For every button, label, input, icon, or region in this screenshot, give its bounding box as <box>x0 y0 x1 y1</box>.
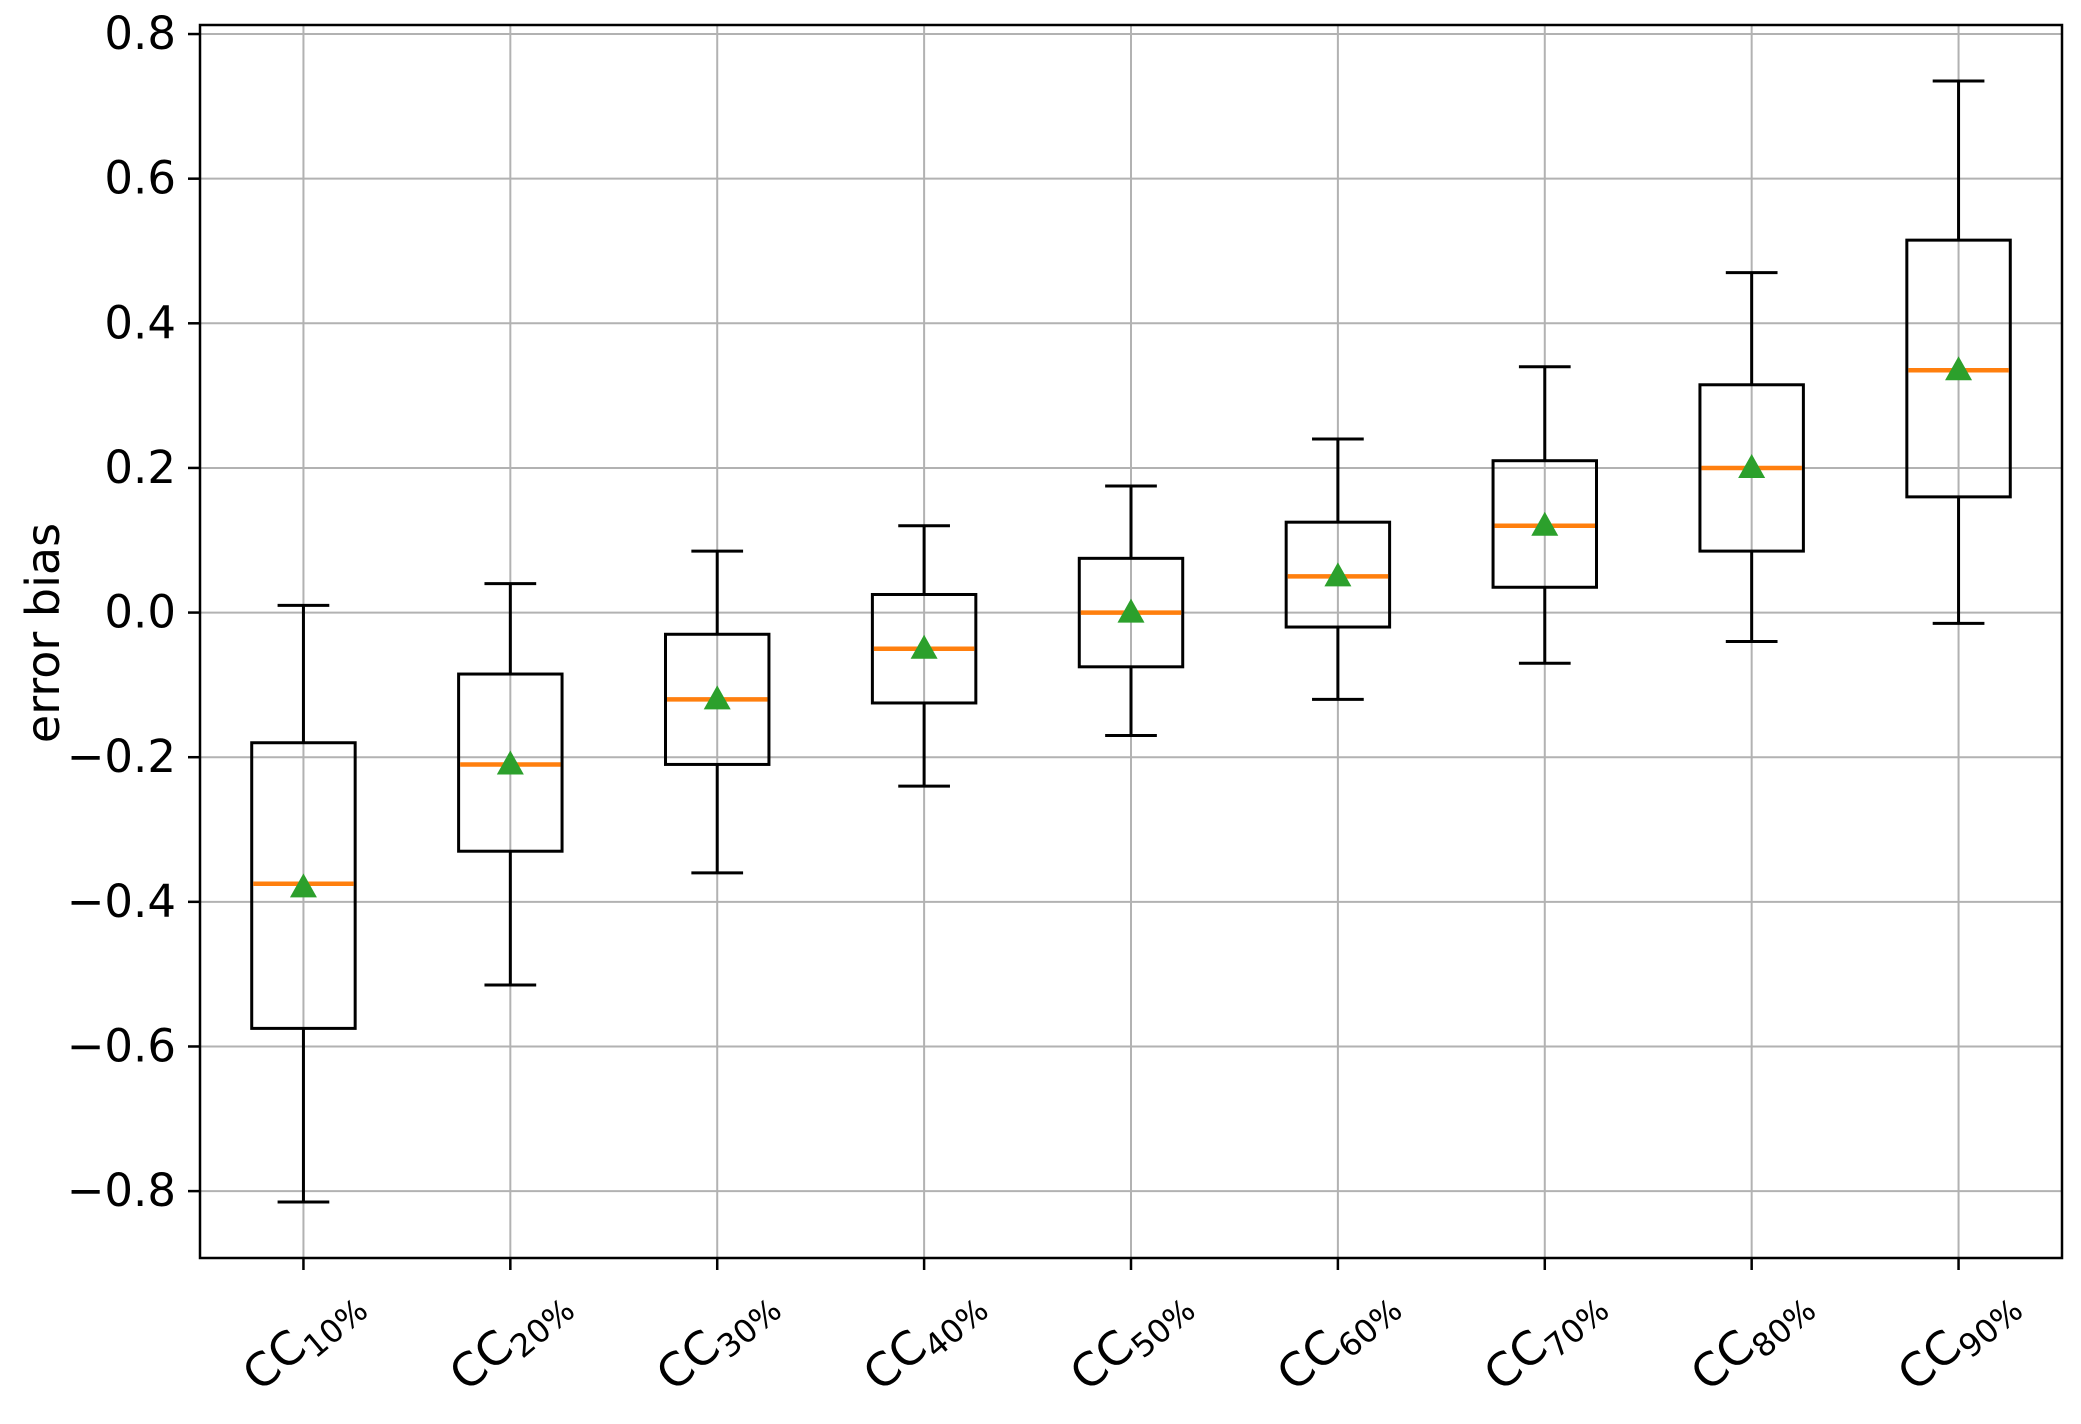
box-rect <box>664 632 771 766</box>
box-group-5 <box>1077 484 1185 738</box>
y-tick-label: −0.6 <box>67 1019 176 1072</box>
box-rect <box>457 672 564 853</box>
x-axis: CC10% CC20% CC30% CC40% CC50% CC60% CC70% CC80%… <box>232 1258 2030 1407</box>
mean-marker-icon <box>910 634 938 659</box>
box-group-6 <box>1284 437 1392 701</box>
box-rect <box>1698 383 1805 553</box>
box-group-7 <box>1491 365 1598 665</box>
y-tick-label: −0.4 <box>67 875 176 928</box>
mean-marker-icon <box>1324 562 1352 587</box>
x-tick-label: CC90% <box>1887 1273 2030 1407</box>
box-group-1 <box>250 603 357 1204</box>
box-group-2 <box>457 582 564 987</box>
x-tick-label: CC10% <box>232 1273 375 1407</box>
x-tick-label: CC80% <box>1680 1273 1823 1407</box>
x-tick-label: CC50% <box>1060 1273 1203 1407</box>
mean-marker-icon <box>289 873 317 898</box>
x-tick-label: CC60% <box>1267 1273 1410 1407</box>
y-axis: 0.8 0.6 0.4 0.2 0.0 −0.2 −0.4 −0.6 −0.8 <box>67 7 200 1217</box>
mean-marker-icon <box>1117 598 1145 623</box>
mean-marker-icon <box>496 750 524 775</box>
box-rect <box>250 741 357 1030</box>
mean-marker-icon <box>1531 511 1559 536</box>
x-tick-label: CC40% <box>853 1273 996 1407</box>
mean-marker-icon <box>1738 453 1766 478</box>
x-tick-label: CC70% <box>1473 1273 1616 1407</box>
box-rect <box>1077 556 1185 669</box>
x-tick-label: CC30% <box>646 1273 789 1407</box>
mean-marker-icon <box>703 685 731 710</box>
box-rect <box>870 592 978 705</box>
y-tick-label: 0.0 <box>104 586 176 639</box>
y-tick-label: −0.8 <box>67 1164 176 1217</box>
box-group-8 <box>1698 271 1805 643</box>
y-tick-label: 0.4 <box>104 296 176 349</box>
box-group-3 <box>664 549 771 875</box>
y-tick-label: 0.8 <box>104 7 176 60</box>
mean-marker-icon <box>1945 356 1973 381</box>
y-tick-label: 0.6 <box>104 152 176 205</box>
x-tick-label: CC20% <box>439 1273 582 1407</box>
box-group-9 <box>1905 79 2012 625</box>
box-rect <box>1491 459 1598 589</box>
y-tick-label: −0.2 <box>67 730 176 783</box>
box-rect <box>1284 520 1392 629</box>
box-rect <box>1905 238 2012 499</box>
y-tick-label: 0.2 <box>104 441 176 494</box>
box-group-4 <box>870 524 978 788</box>
plot-frame <box>198 23 2064 1260</box>
